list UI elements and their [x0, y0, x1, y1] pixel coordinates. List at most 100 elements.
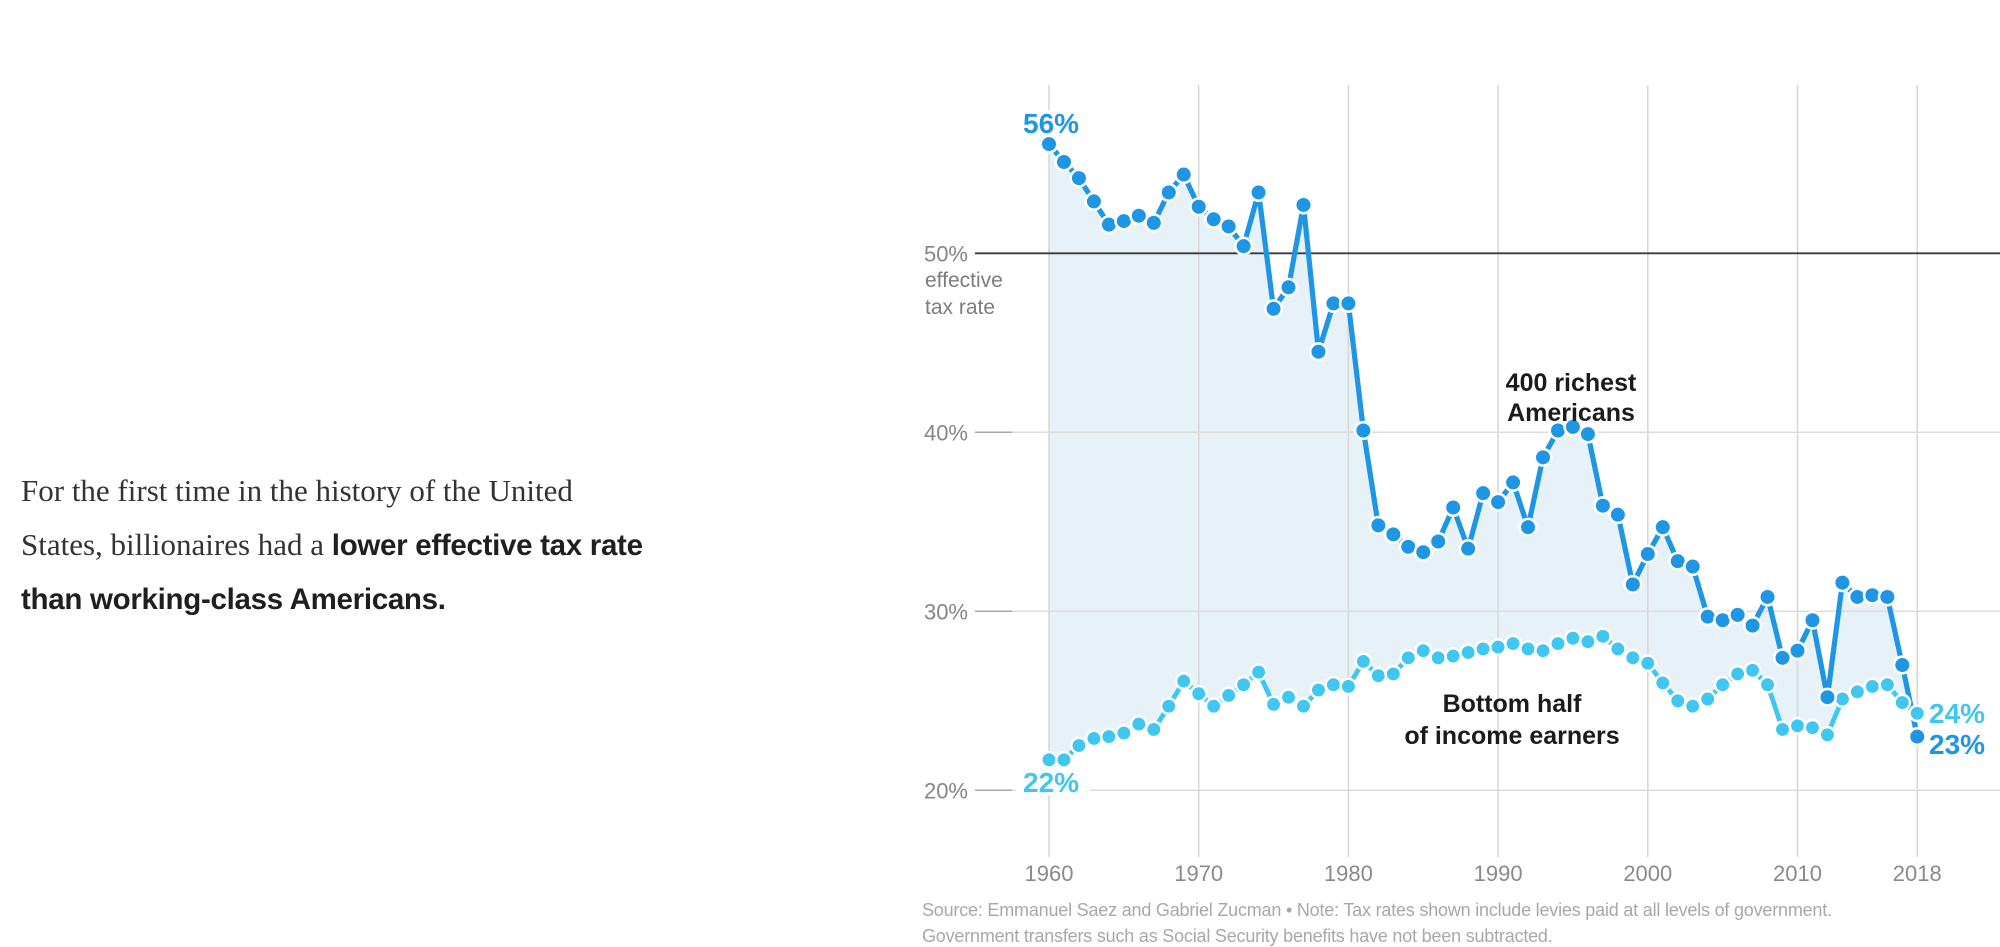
data-point-400-richest	[1293, 195, 1314, 215]
headline-regular-text: States, billionaires had a	[21, 527, 332, 562]
source-note: Source: Emmanuel Saez and Gabriel Zucman…	[922, 897, 1832, 947]
source-line-2: Government transfers such as Social Secu…	[922, 926, 1553, 946]
series-label-line: Bottom half	[1443, 690, 1583, 718]
data-point-bottom-half	[1848, 682, 1867, 701]
data-point-400-richest	[1039, 134, 1059, 154]
data-point-400-richest	[1488, 492, 1508, 512]
x-axis-tick-label: 2010	[1773, 861, 1822, 886]
data-point-bottom-half	[1264, 695, 1283, 714]
data-point-bottom-half	[1668, 691, 1687, 710]
x-axis-tick-label: 1960	[1025, 861, 1074, 886]
data-point-bottom-half	[1069, 736, 1088, 755]
series-area-fill	[1049, 144, 1918, 760]
data-point-bottom-half	[1189, 684, 1208, 703]
annotation-end-bottom: 24%	[1929, 698, 1985, 729]
headline-bold-text: lower effective tax rate	[331, 529, 643, 562]
x-axis-tick-label: 2000	[1623, 861, 1672, 886]
data-point-bottom-half	[1369, 666, 1388, 685]
data-point-400-richest	[1129, 206, 1149, 226]
data-point-400-richest	[1069, 168, 1089, 188]
data-point-bottom-half	[1833, 690, 1852, 708]
data-point-bottom-half	[1893, 693, 1912, 712]
data-point-400-richest	[1638, 544, 1658, 564]
data-point-400-richest	[1802, 610, 1823, 630]
data-point-400-richest	[1054, 152, 1074, 172]
data-point-400-richest	[1787, 641, 1808, 661]
y-axis-tick-label: 30%	[924, 599, 968, 624]
data-point-bottom-half	[1758, 675, 1777, 694]
annotation-end-top: 23%	[1929, 729, 1985, 760]
data-point-400-richest	[1308, 342, 1329, 362]
data-point-bottom-half	[1743, 661, 1762, 680]
series-label-line: 400 richest	[1506, 369, 1637, 397]
headline-regular-text: For the first time in the history of the…	[21, 473, 573, 508]
data-point-400-richest	[1204, 209, 1224, 229]
data-point-bottom-half	[1339, 677, 1358, 696]
headline-line-1: For the first time in the history of the…	[21, 464, 811, 518]
data-point-bottom-half	[1174, 672, 1193, 691]
data-point-bottom-half	[1414, 641, 1433, 660]
data-point-400-richest	[1383, 524, 1403, 544]
data-point-400-richest	[1473, 483, 1493, 503]
data-point-bottom-half	[1055, 750, 1073, 769]
data-point-bottom-half	[1638, 654, 1657, 673]
data-point-bottom-half	[1504, 634, 1523, 653]
headline-line-2: States, billionaires had a lower effecti…	[21, 518, 811, 572]
data-point-bottom-half	[1489, 638, 1508, 657]
data-point-400-richest	[1368, 515, 1388, 535]
data-point-400-richest	[1907, 726, 1927, 747]
data-point-400-richest	[1832, 573, 1853, 593]
data-point-400-richest	[1593, 496, 1613, 516]
data-point-400-richest	[1189, 197, 1209, 217]
data-point-bottom-half	[1863, 677, 1882, 696]
data-point-400-richest	[1817, 687, 1838, 707]
y-axis-caption-line: tax rate	[925, 296, 995, 319]
data-point-bottom-half	[1444, 647, 1463, 665]
data-point-bottom-half	[1324, 675, 1343, 694]
y-axis-caption-line: effective	[925, 269, 1003, 292]
data-point-bottom-half	[1234, 675, 1253, 694]
data-point-bottom-half	[1564, 629, 1582, 648]
data-point-400-richest	[1772, 648, 1793, 668]
data-point-bottom-half	[1608, 639, 1627, 658]
data-point-bottom-half	[1549, 634, 1567, 653]
data-point-bottom-half	[1459, 643, 1478, 662]
data-point-bottom-half	[1114, 724, 1133, 742]
data-point-bottom-half	[1728, 665, 1747, 683]
data-point-400-richest	[1443, 497, 1463, 518]
data-point-bottom-half	[1803, 718, 1822, 737]
data-point-bottom-half	[1698, 690, 1717, 708]
data-point-bottom-half	[1279, 688, 1298, 707]
data-point-400-richest	[1084, 191, 1104, 211]
data-point-bottom-half	[1878, 675, 1897, 694]
data-point-bottom-half	[1713, 675, 1732, 694]
data-point-400-richest	[1728, 605, 1748, 625]
data-point-bottom-half	[1578, 632, 1597, 651]
data-point-bottom-half	[1818, 725, 1837, 744]
data-point-bottom-half	[1908, 704, 1927, 723]
data-point-bottom-half	[1788, 716, 1807, 735]
data-point-400-richest	[1413, 542, 1433, 562]
data-point-400-richest	[1174, 164, 1194, 185]
data-point-bottom-half	[1354, 652, 1373, 671]
series-label-line: Americans	[1507, 399, 1635, 427]
data-point-bottom-half	[1040, 750, 1058, 769]
data-point-400-richest	[1234, 236, 1254, 256]
y-axis-tick-label: 40%	[924, 420, 968, 445]
data-point-400-richest	[1608, 505, 1628, 525]
data-point-400-richest	[1458, 539, 1478, 559]
annotation-start-bottom: 22%	[1023, 767, 1079, 798]
data-point-400-richest	[1757, 587, 1778, 607]
data-point-bottom-half	[1683, 697, 1702, 716]
data-point-bottom-half	[1534, 641, 1552, 660]
data-point-400-richest	[1683, 556, 1703, 577]
data-point-bottom-half	[1144, 720, 1163, 739]
y-axis-tick-label: 20%	[924, 778, 968, 803]
data-point-bottom-half	[1623, 648, 1642, 667]
data-point-400-richest	[1503, 472, 1523, 493]
x-axis-tick-label: 2018	[1893, 861, 1942, 886]
data-point-bottom-half	[1309, 681, 1328, 700]
x-axis-tick-label: 1970	[1174, 861, 1223, 886]
